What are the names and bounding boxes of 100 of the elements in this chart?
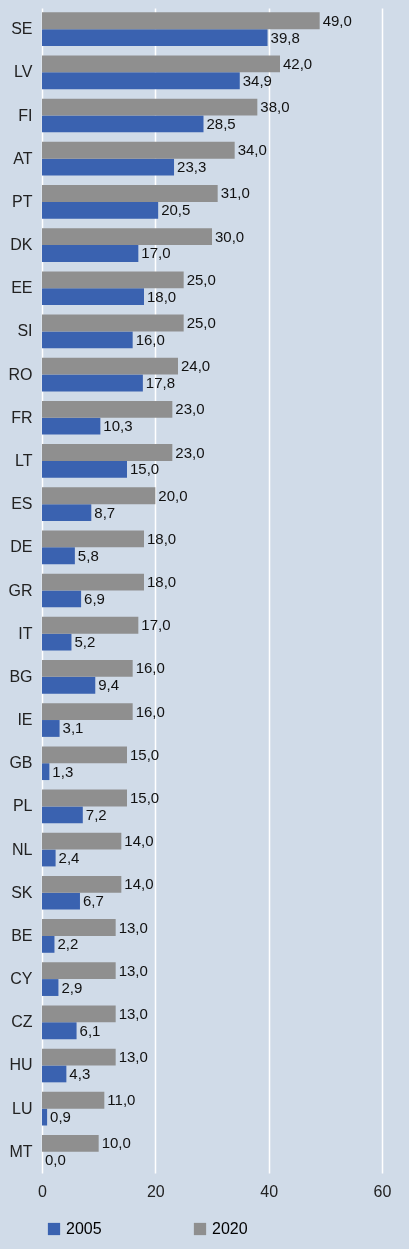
data-label: 23,3 [177, 158, 207, 176]
y-tick-label: CY [10, 970, 33, 988]
data-label: 14,0 [124, 832, 154, 850]
bar [42, 357, 178, 375]
bar [42, 573, 144, 591]
bar [42, 331, 133, 349]
y-tick-label: FI [18, 106, 33, 124]
y-tick-label: DE [10, 538, 33, 556]
data-label: 20,5 [161, 201, 191, 219]
y-tick-label: LU [12, 1099, 33, 1117]
y-tick-label: MT [9, 1142, 33, 1160]
y-tick-label: BE [11, 926, 33, 944]
data-label: 15,0 [130, 745, 160, 763]
y-tick-label: SK [11, 883, 33, 901]
bar [42, 849, 56, 867]
y-tick-label: LT [15, 451, 33, 469]
bar [42, 444, 173, 461]
bar [42, 1091, 105, 1109]
y-tick-label: IT [18, 624, 33, 642]
legend-label: 2020 [212, 1220, 248, 1237]
bar [42, 1048, 116, 1066]
bar [42, 979, 59, 996]
data-label: 6,1 [79, 1021, 101, 1039]
bar [42, 530, 144, 548]
x-tick-label: 0 [38, 1182, 48, 1200]
bar [42, 703, 133, 721]
x-tick-label: 40 [260, 1182, 279, 1200]
data-label: 2,9 [61, 978, 83, 996]
bar [42, 633, 72, 651]
data-label: 16,0 [135, 702, 165, 720]
data-label: 25,0 [186, 270, 216, 288]
y-tick-label: GR [8, 581, 33, 599]
bar [42, 1022, 77, 1040]
bar [42, 590, 82, 608]
data-label: 16,0 [135, 330, 165, 348]
data-label: 15,0 [130, 788, 160, 806]
data-label: 6,9 [84, 589, 105, 607]
bar [42, 460, 127, 478]
bar [42, 1108, 48, 1126]
data-label: 5,8 [77, 546, 99, 564]
data-label: 20,0 [158, 486, 188, 504]
bar [42, 185, 218, 202]
bar [42, 158, 175, 176]
y-tick-label: FR [11, 408, 33, 426]
x-tick-label: 60 [373, 1182, 392, 1200]
data-label: 30,0 [215, 227, 245, 245]
data-label: 24,0 [181, 357, 211, 375]
data-label: 13,0 [118, 1048, 148, 1066]
data-label: 23,0 [175, 443, 205, 461]
bar [42, 314, 184, 332]
bar [42, 720, 60, 737]
bar [42, 115, 204, 133]
data-label: 6,7 [82, 892, 104, 910]
bar [42, 789, 127, 807]
x-tick-label: 20 [146, 1182, 165, 1200]
data-label: 31,0 [220, 184, 250, 202]
data-label: 0,0 [45, 1151, 66, 1169]
bar [42, 935, 55, 953]
bar [42, 616, 139, 634]
data-label: 18,0 [147, 287, 177, 305]
data-label: 10,3 [103, 417, 133, 435]
data-label: 2,4 [58, 849, 80, 866]
bar [42, 400, 173, 418]
data-label: 13,0 [118, 918, 148, 936]
data-label: 16,0 [135, 659, 165, 677]
y-tick-label: EE [11, 279, 33, 297]
bar [42, 55, 280, 73]
y-tick-label: GB [9, 754, 33, 772]
bar [42, 676, 96, 694]
data-label: 17,8 [145, 374, 176, 392]
bar [42, 660, 133, 677]
data-label: 42,0 [283, 54, 313, 72]
bar [42, 271, 184, 289]
data-label: 2,2 [57, 935, 79, 953]
data-label: 4,3 [69, 1064, 91, 1082]
data-label: 14,0 [124, 875, 154, 893]
data-label: 13,0 [118, 961, 148, 979]
data-label: 34,0 [237, 141, 267, 159]
bar [42, 875, 122, 893]
bar [42, 201, 159, 219]
y-tick-label: SI [17, 322, 33, 340]
data-label: 9,4 [98, 676, 120, 694]
data-label: 39,8 [270, 28, 300, 46]
y-tick-label: PT [12, 192, 33, 210]
bar [42, 962, 116, 980]
data-label: 25,0 [186, 314, 216, 331]
bar [42, 1135, 99, 1152]
data-label: 17,0 [141, 244, 171, 262]
y-tick-label: AT [13, 149, 33, 167]
data-label: 38,0 [260, 98, 290, 116]
y-tick-label: LV [14, 63, 33, 81]
data-label: 11,0 [107, 1091, 136, 1109]
bar [42, 98, 258, 116]
data-label: 13,0 [118, 1004, 148, 1022]
data-label: 18,0 [147, 529, 177, 547]
bar [42, 29, 268, 46]
data-label: 10,0 [101, 1134, 131, 1152]
bar [42, 547, 75, 565]
bar [42, 504, 92, 521]
data-label: 28,5 [206, 114, 236, 132]
